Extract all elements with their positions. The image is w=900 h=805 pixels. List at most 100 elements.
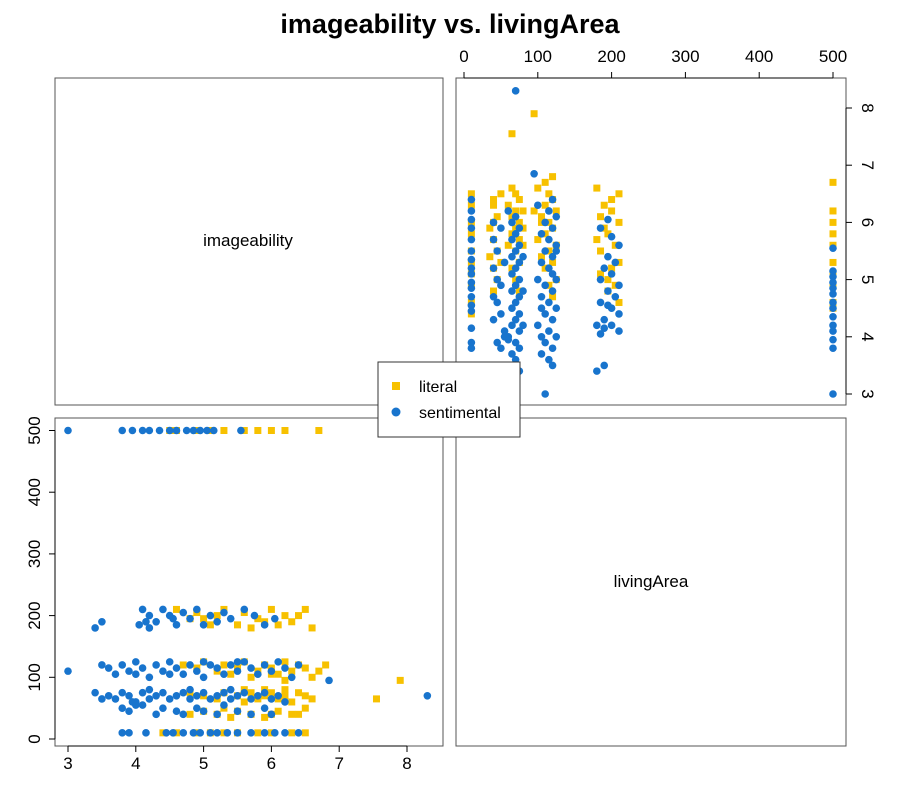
- point-sentimental: [541, 390, 549, 398]
- point-sentimental: [467, 215, 476, 224]
- point-sentimental: [829, 290, 837, 298]
- legend-marker-sentimental: [391, 407, 401, 417]
- point-sentimental: [600, 361, 609, 370]
- point-literal: [604, 230, 612, 238]
- point-literal: [301, 664, 309, 672]
- point-sentimental: [172, 692, 181, 700]
- point-literal: [247, 689, 255, 697]
- point-sentimental: [537, 304, 546, 313]
- point-sentimental: [203, 426, 211, 435]
- point-sentimental: [548, 287, 557, 295]
- point-sentimental: [615, 327, 623, 335]
- point-sentimental: [172, 621, 181, 629]
- point-sentimental: [497, 344, 505, 353]
- point-literal: [220, 427, 228, 434]
- point-sentimental: [541, 338, 549, 347]
- point-literal: [240, 698, 248, 706]
- point-sentimental: [260, 661, 269, 669]
- point-sentimental: [142, 729, 150, 737]
- point-literal: [200, 615, 208, 623]
- panel-top-left: [54, 77, 444, 406]
- point-sentimental: [515, 258, 524, 267]
- point-sentimental: [541, 247, 549, 255]
- right-tick-label-imageability: 3: [858, 389, 877, 398]
- point-sentimental: [155, 426, 164, 435]
- point-literal: [467, 201, 475, 209]
- point-sentimental: [508, 252, 516, 261]
- point-sentimental: [179, 710, 188, 719]
- y-tick-label-livingarea: 200: [25, 601, 44, 629]
- point-sentimental: [607, 232, 616, 241]
- x-tick-label-imageability: 5: [199, 754, 208, 773]
- point-sentimental: [193, 704, 201, 712]
- point-literal: [593, 184, 601, 192]
- point-literal: [608, 207, 616, 215]
- point-sentimental: [247, 695, 255, 703]
- point-literal: [615, 190, 623, 198]
- right-tick-label-imageability: 5: [858, 275, 877, 284]
- point-sentimental: [519, 321, 527, 330]
- point-literal: [281, 427, 289, 434]
- point-sentimental: [467, 301, 476, 310]
- point-sentimental: [489, 264, 498, 272]
- point-sentimental: [152, 661, 160, 669]
- point-literal: [530, 110, 538, 118]
- point-sentimental: [534, 201, 542, 210]
- point-sentimental: [489, 218, 498, 227]
- point-sentimental: [145, 673, 154, 682]
- point-literal: [247, 624, 255, 632]
- point-sentimental: [604, 301, 612, 310]
- point-sentimental: [274, 692, 282, 700]
- point-sentimental: [220, 701, 228, 709]
- point-sentimental: [226, 614, 235, 623]
- point-sentimental: [179, 608, 188, 617]
- point-sentimental: [274, 658, 282, 666]
- top-tick-label-livingarea: 0: [459, 47, 468, 66]
- point-sentimental: [467, 270, 476, 278]
- point-sentimental: [519, 287, 527, 295]
- point-literal: [467, 230, 475, 238]
- point-sentimental: [511, 315, 520, 324]
- diag-label-livingarea: livingArea: [614, 572, 689, 591]
- top-tick-label-livingarea: 500: [819, 47, 847, 66]
- point-sentimental: [254, 670, 262, 679]
- point-sentimental: [829, 278, 837, 287]
- right-tick-label-imageability: 6: [858, 218, 877, 227]
- point-sentimental: [511, 338, 520, 347]
- point-literal: [396, 676, 404, 684]
- point-literal: [288, 710, 296, 718]
- point-sentimental: [515, 275, 524, 284]
- point-sentimental: [193, 605, 201, 614]
- point-sentimental: [500, 327, 509, 335]
- x-tick-label-imageability: 7: [334, 754, 343, 773]
- point-sentimental: [508, 235, 516, 244]
- point-sentimental: [267, 710, 276, 719]
- point-sentimental: [611, 292, 620, 301]
- point-sentimental: [537, 350, 546, 358]
- point-literal: [534, 184, 542, 192]
- point-sentimental: [607, 270, 616, 278]
- point-sentimental: [593, 367, 601, 375]
- point-sentimental: [145, 685, 154, 694]
- point-sentimental: [142, 617, 150, 626]
- point-sentimental: [593, 321, 601, 330]
- point-sentimental: [186, 661, 194, 669]
- point-literal: [515, 196, 523, 204]
- point-sentimental: [152, 710, 160, 719]
- point-sentimental: [467, 344, 476, 353]
- point-sentimental: [250, 611, 259, 620]
- point-literal: [227, 713, 235, 721]
- point-sentimental: [159, 704, 167, 712]
- point-sentimental: [159, 605, 167, 614]
- point-sentimental: [98, 661, 106, 669]
- point-sentimental: [600, 315, 609, 324]
- point-sentimental: [172, 426, 181, 435]
- point-sentimental: [467, 255, 476, 264]
- point-sentimental: [145, 426, 154, 435]
- point-sentimental: [226, 661, 235, 669]
- point-sentimental: [552, 333, 561, 341]
- point-literal: [615, 298, 623, 306]
- point-literal: [288, 729, 296, 737]
- point-literal: [234, 621, 241, 629]
